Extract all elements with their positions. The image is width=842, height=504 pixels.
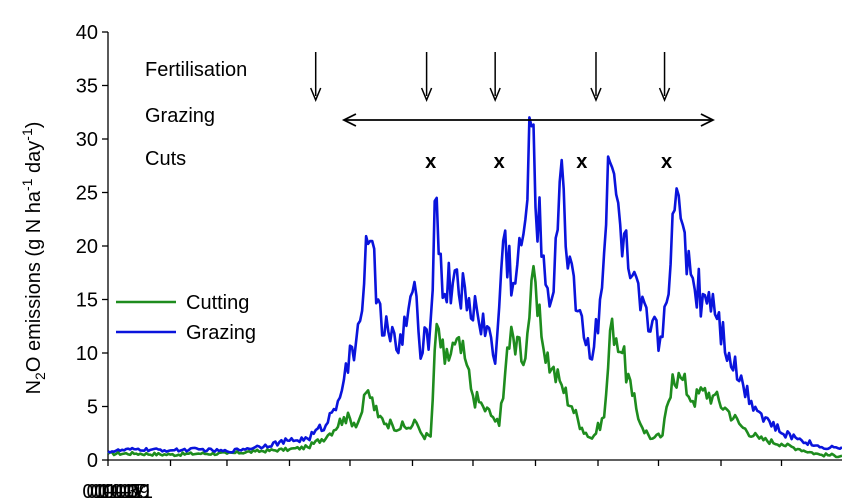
- axes: 0 5 10 15 20 25 30 35 40 01-0101-0301-0501-0701-0…: [76, 22, 842, 503]
- y-tick-label: 25: [76, 183, 98, 205]
- x-tick-label: 01-11: [103, 481, 153, 503]
- x-tick-label: 01-01: [82, 481, 133, 503]
- grazing-arrow-head-right: [700, 113, 715, 127]
- y-tick-label: 15: [76, 290, 98, 312]
- annotation-layer: Fertilisation Grazing Cuts x x x x: [145, 52, 715, 173]
- cuts-label: Cuts: [145, 148, 186, 170]
- fertilisation-arrow-head: [590, 87, 602, 102]
- grazing-label: Grazing: [145, 105, 215, 127]
- x-tick-label: 01-09: [99, 481, 150, 503]
- cut-marker: x: [661, 151, 672, 173]
- fertilisation-label: Fertilisation: [145, 59, 247, 81]
- cut-marker: x: [494, 151, 505, 173]
- y-tick-label: 40: [76, 22, 98, 44]
- y-tick-label: 0: [87, 450, 98, 472]
- y-tick-label: 5: [87, 397, 98, 419]
- fertilisation-arrow-head: [420, 87, 433, 102]
- fertilisation-arrow-head: [489, 87, 501, 102]
- y-tick-label: 35: [76, 76, 98, 98]
- y-tick-label: 20: [76, 236, 98, 258]
- legend-label-cutting: Cutting: [186, 292, 249, 314]
- legend-label-grazing: Grazing: [186, 322, 256, 344]
- y-tick-label: 10: [76, 343, 98, 365]
- y-tick-label: 30: [76, 129, 98, 151]
- x-tick-label: 01-05: [90, 481, 141, 503]
- cut-marker: x: [576, 151, 587, 173]
- cut-marker: x: [425, 151, 436, 173]
- fertilisation-arrow-head: [658, 87, 671, 102]
- grazing-arrow-head-left: [341, 113, 357, 127]
- x-tick-label: 01-03: [86, 481, 137, 503]
- x-tick-label: 01-07: [95, 481, 146, 503]
- series-layer: [107, 116, 842, 459]
- fertilisation-arrow-head: [310, 87, 322, 102]
- legend: Cutting Grazing: [116, 292, 256, 344]
- y-axis-title: N2O emissions (g N ha-1 day-1): [19, 122, 48, 395]
- series-line-grazing: [107, 116, 842, 454]
